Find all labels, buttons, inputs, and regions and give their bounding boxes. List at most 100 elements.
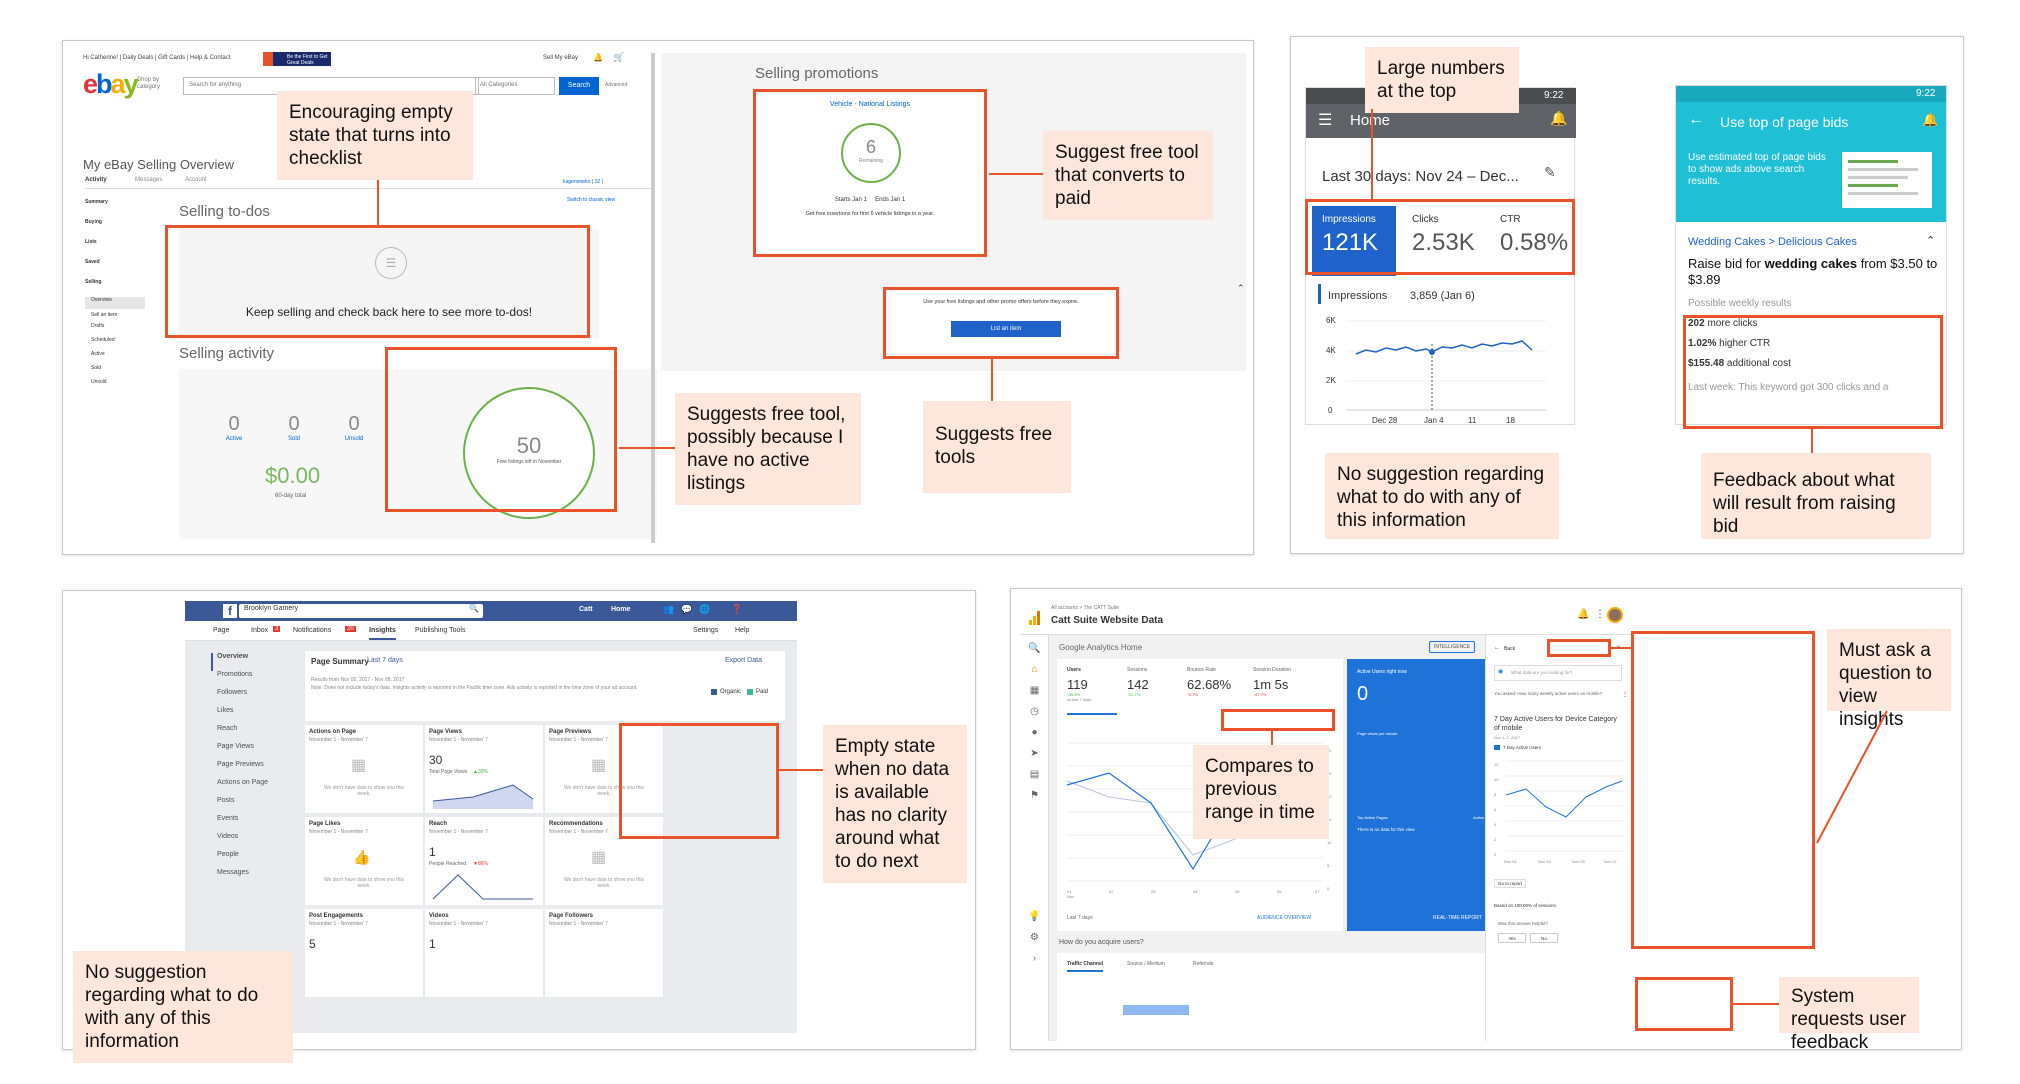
nav-drafts[interactable]: Drafts	[91, 323, 105, 329]
nav-sold[interactable]: Sold	[91, 365, 102, 371]
no-button[interactable]: No	[1530, 933, 1558, 943]
metric-session-duration[interactable]: Session Duration 1m 5s ↓47.7%	[1253, 667, 1323, 697]
tab-settings[interactable]: Settings	[693, 627, 719, 634]
stat-label[interactable]: Sold	[287, 436, 300, 442]
realtime-report-link[interactable]: REAL-TIME REPORT	[1433, 915, 1482, 921]
impressions-tile[interactable]: Impressions 121K	[1312, 206, 1396, 276]
behavior-icon[interactable]: ▤	[1029, 769, 1040, 780]
nav-lists[interactable]: Lists	[85, 239, 97, 245]
person-icon[interactable]: ●	[1031, 727, 1038, 738]
nav-selling[interactable]: Selling	[85, 279, 102, 285]
user-link[interactable]: kagenoneko ( 32 )	[563, 179, 604, 185]
nav-likes[interactable]: Likes	[217, 707, 234, 714]
nav-summary[interactable]: Summary	[85, 199, 108, 205]
fb-user[interactable]: Catt	[579, 606, 593, 613]
messages-icon[interactable]: 💬	[681, 604, 693, 614]
insight-card[interactable]: Videos November 1 - November 7 1	[425, 909, 543, 997]
fb-search-input[interactable]: Brooklyn Gamery 🔍	[239, 604, 483, 618]
nav-unsold[interactable]: Unsold	[91, 379, 107, 385]
clicks-tile[interactable]: Clicks 2.53K	[1402, 206, 1486, 276]
bell-icon[interactable]: 🔔	[1922, 112, 1939, 127]
chevron-up-icon[interactable]: ⌃	[1926, 235, 1936, 247]
nav-messages[interactable]: Messages	[217, 869, 249, 876]
insight-card[interactable]: Reach November 1 - November 7 1 People R…	[425, 817, 543, 905]
notifications-icon[interactable]: 🔔	[1577, 609, 1590, 620]
notifications-icon[interactable]: 🌐	[699, 604, 711, 614]
promo-link[interactable]: Vehicle - National Listings	[829, 101, 911, 108]
tab-inbox[interactable]: Inbox	[251, 627, 269, 634]
nav-saved[interactable]: Saved	[85, 259, 100, 265]
panel-back[interactable]: Back	[1504, 646, 1516, 652]
nav-posts[interactable]: Posts	[217, 797, 235, 804]
back-arrow-icon[interactable]: ←	[1688, 111, 1704, 128]
nav-events[interactable]: Events	[217, 815, 239, 822]
acquisition-icon[interactable]: ➤	[1030, 748, 1039, 759]
dashboard-icon[interactable]: ▦	[1029, 685, 1040, 696]
tab-publishing-tools[interactable]: Publishing Tools	[415, 627, 466, 634]
insight-card[interactable]: Page Previews November 1 - November 7 ▦ …	[545, 725, 663, 813]
nav-page-views[interactable]: Page Views	[217, 743, 254, 750]
bell-icon[interactable]: 🔔	[1550, 110, 1568, 126]
switch-classic-link[interactable]: Switch to classic view	[567, 197, 616, 203]
edit-icon[interactable]: ✎	[1544, 164, 1556, 180]
category-select[interactable]: All Categories	[475, 77, 555, 95]
tab-account[interactable]: Account	[185, 177, 207, 183]
nav-page-previews[interactable]: Page Previews	[217, 761, 264, 768]
facebook-logo-icon[interactable]: f	[223, 604, 237, 618]
metric-users[interactable]: Users 119 ↑36.8% vs last 7 days	[1067, 667, 1117, 715]
ga-breadcrumb[interactable]: All accounts > The CATT Suite	[1051, 605, 1119, 611]
tab-referrals[interactable]: Referrals	[1193, 961, 1214, 967]
tab-traffic-channel[interactable]: Traffic Channel	[1067, 961, 1104, 972]
settings-icon[interactable]: ⚙	[1030, 932, 1039, 943]
flag-icon[interactable]: ⚑	[1030, 790, 1039, 801]
bell-icon[interactable]: 🔔	[593, 53, 603, 62]
nav-reach[interactable]: Reach	[217, 725, 238, 732]
ebay-promo-banner[interactable]: Be the First to Get Great Deals	[263, 52, 331, 66]
go-to-report-button[interactable]: Go to report	[1494, 879, 1527, 888]
date-range[interactable]: Last 30 days: Nov 24 – Dec...	[1322, 168, 1519, 185]
expand-icon[interactable]: ›	[1032, 953, 1037, 964]
clock-icon[interactable]: ◷	[1030, 706, 1039, 717]
friends-icon[interactable]: 👥	[663, 604, 675, 614]
summary-range[interactable]: Last 7 days	[367, 657, 403, 664]
stat-label[interactable]: Active	[225, 436, 243, 442]
audience-overview-link[interactable]: AUDIENCE OVERVIEW	[1257, 915, 1312, 921]
nav-buying[interactable]: Buying	[85, 219, 102, 225]
home-icon[interactable]: ⌂	[1031, 664, 1038, 675]
fb-home[interactable]: Home	[611, 606, 631, 613]
lightbulb-icon[interactable]: 💡	[1028, 911, 1041, 922]
tab-page[interactable]: Page	[213, 627, 230, 634]
search-button[interactable]: Search	[559, 77, 599, 95]
insight-card[interactable]: Page Followers November 1 - November 7	[545, 909, 663, 997]
insight-card[interactable]: Page Likes November 1 - November 7 👍 We …	[305, 817, 423, 905]
ebay-logo[interactable]: ebay	[83, 69, 139, 99]
cart-icon[interactable]: 🛒	[613, 52, 625, 62]
nav-videos[interactable]: Videos	[217, 833, 239, 840]
insight-card[interactable]: Recommendations November 1 - November 7 …	[545, 817, 663, 905]
insight-card[interactable]: Actions on Page November 1 - November 7 …	[305, 725, 423, 813]
nav-followers[interactable]: Followers	[217, 689, 247, 696]
shop-by-category[interactable]: Shop by category	[137, 77, 161, 90]
nav-scheduled[interactable]: Scheduled	[91, 337, 115, 343]
metric-bounce-rate[interactable]: Bounce Rate 62.68% ↑9.7%	[1187, 667, 1247, 697]
ga-property[interactable]: Catt Suite Website Data	[1051, 615, 1164, 626]
search-icon[interactable]: 🔍	[469, 604, 479, 613]
more-icon[interactable]: ⋮	[1622, 692, 1628, 698]
nav-actions-on-page[interactable]: Actions on Page	[217, 779, 268, 786]
metric-sessions[interactable]: Sessions 142 ↑32.7%	[1127, 667, 1177, 697]
insight-card[interactable]: Page Views November 1 - November 7 30 To…	[425, 725, 543, 813]
nav-overview[interactable]: Overview	[85, 297, 145, 309]
export-data-link[interactable]: Export Data	[725, 657, 762, 664]
nav-people[interactable]: People	[217, 851, 239, 858]
analytics-logo-icon[interactable]	[1029, 611, 1041, 625]
date-range-select[interactable]: Last 7 days	[1067, 915, 1093, 921]
back-arrow-icon[interactable]: ←	[1494, 645, 1500, 651]
panel-search-input[interactable]: ◉ What data are you looking for?	[1494, 665, 1622, 681]
nav-overview[interactable]: Overview	[211, 653, 271, 671]
tab-help[interactable]: Help	[735, 627, 750, 634]
menu-icon[interactable]: ☰	[1318, 112, 1333, 129]
yes-button[interactable]: Yes	[1498, 933, 1526, 943]
scroll-up-icon[interactable]: ⌃	[1237, 283, 1245, 293]
intelligence-button[interactable]: INTELLIGENCE	[1429, 641, 1476, 653]
stat-label[interactable]: Unsold	[344, 436, 364, 442]
